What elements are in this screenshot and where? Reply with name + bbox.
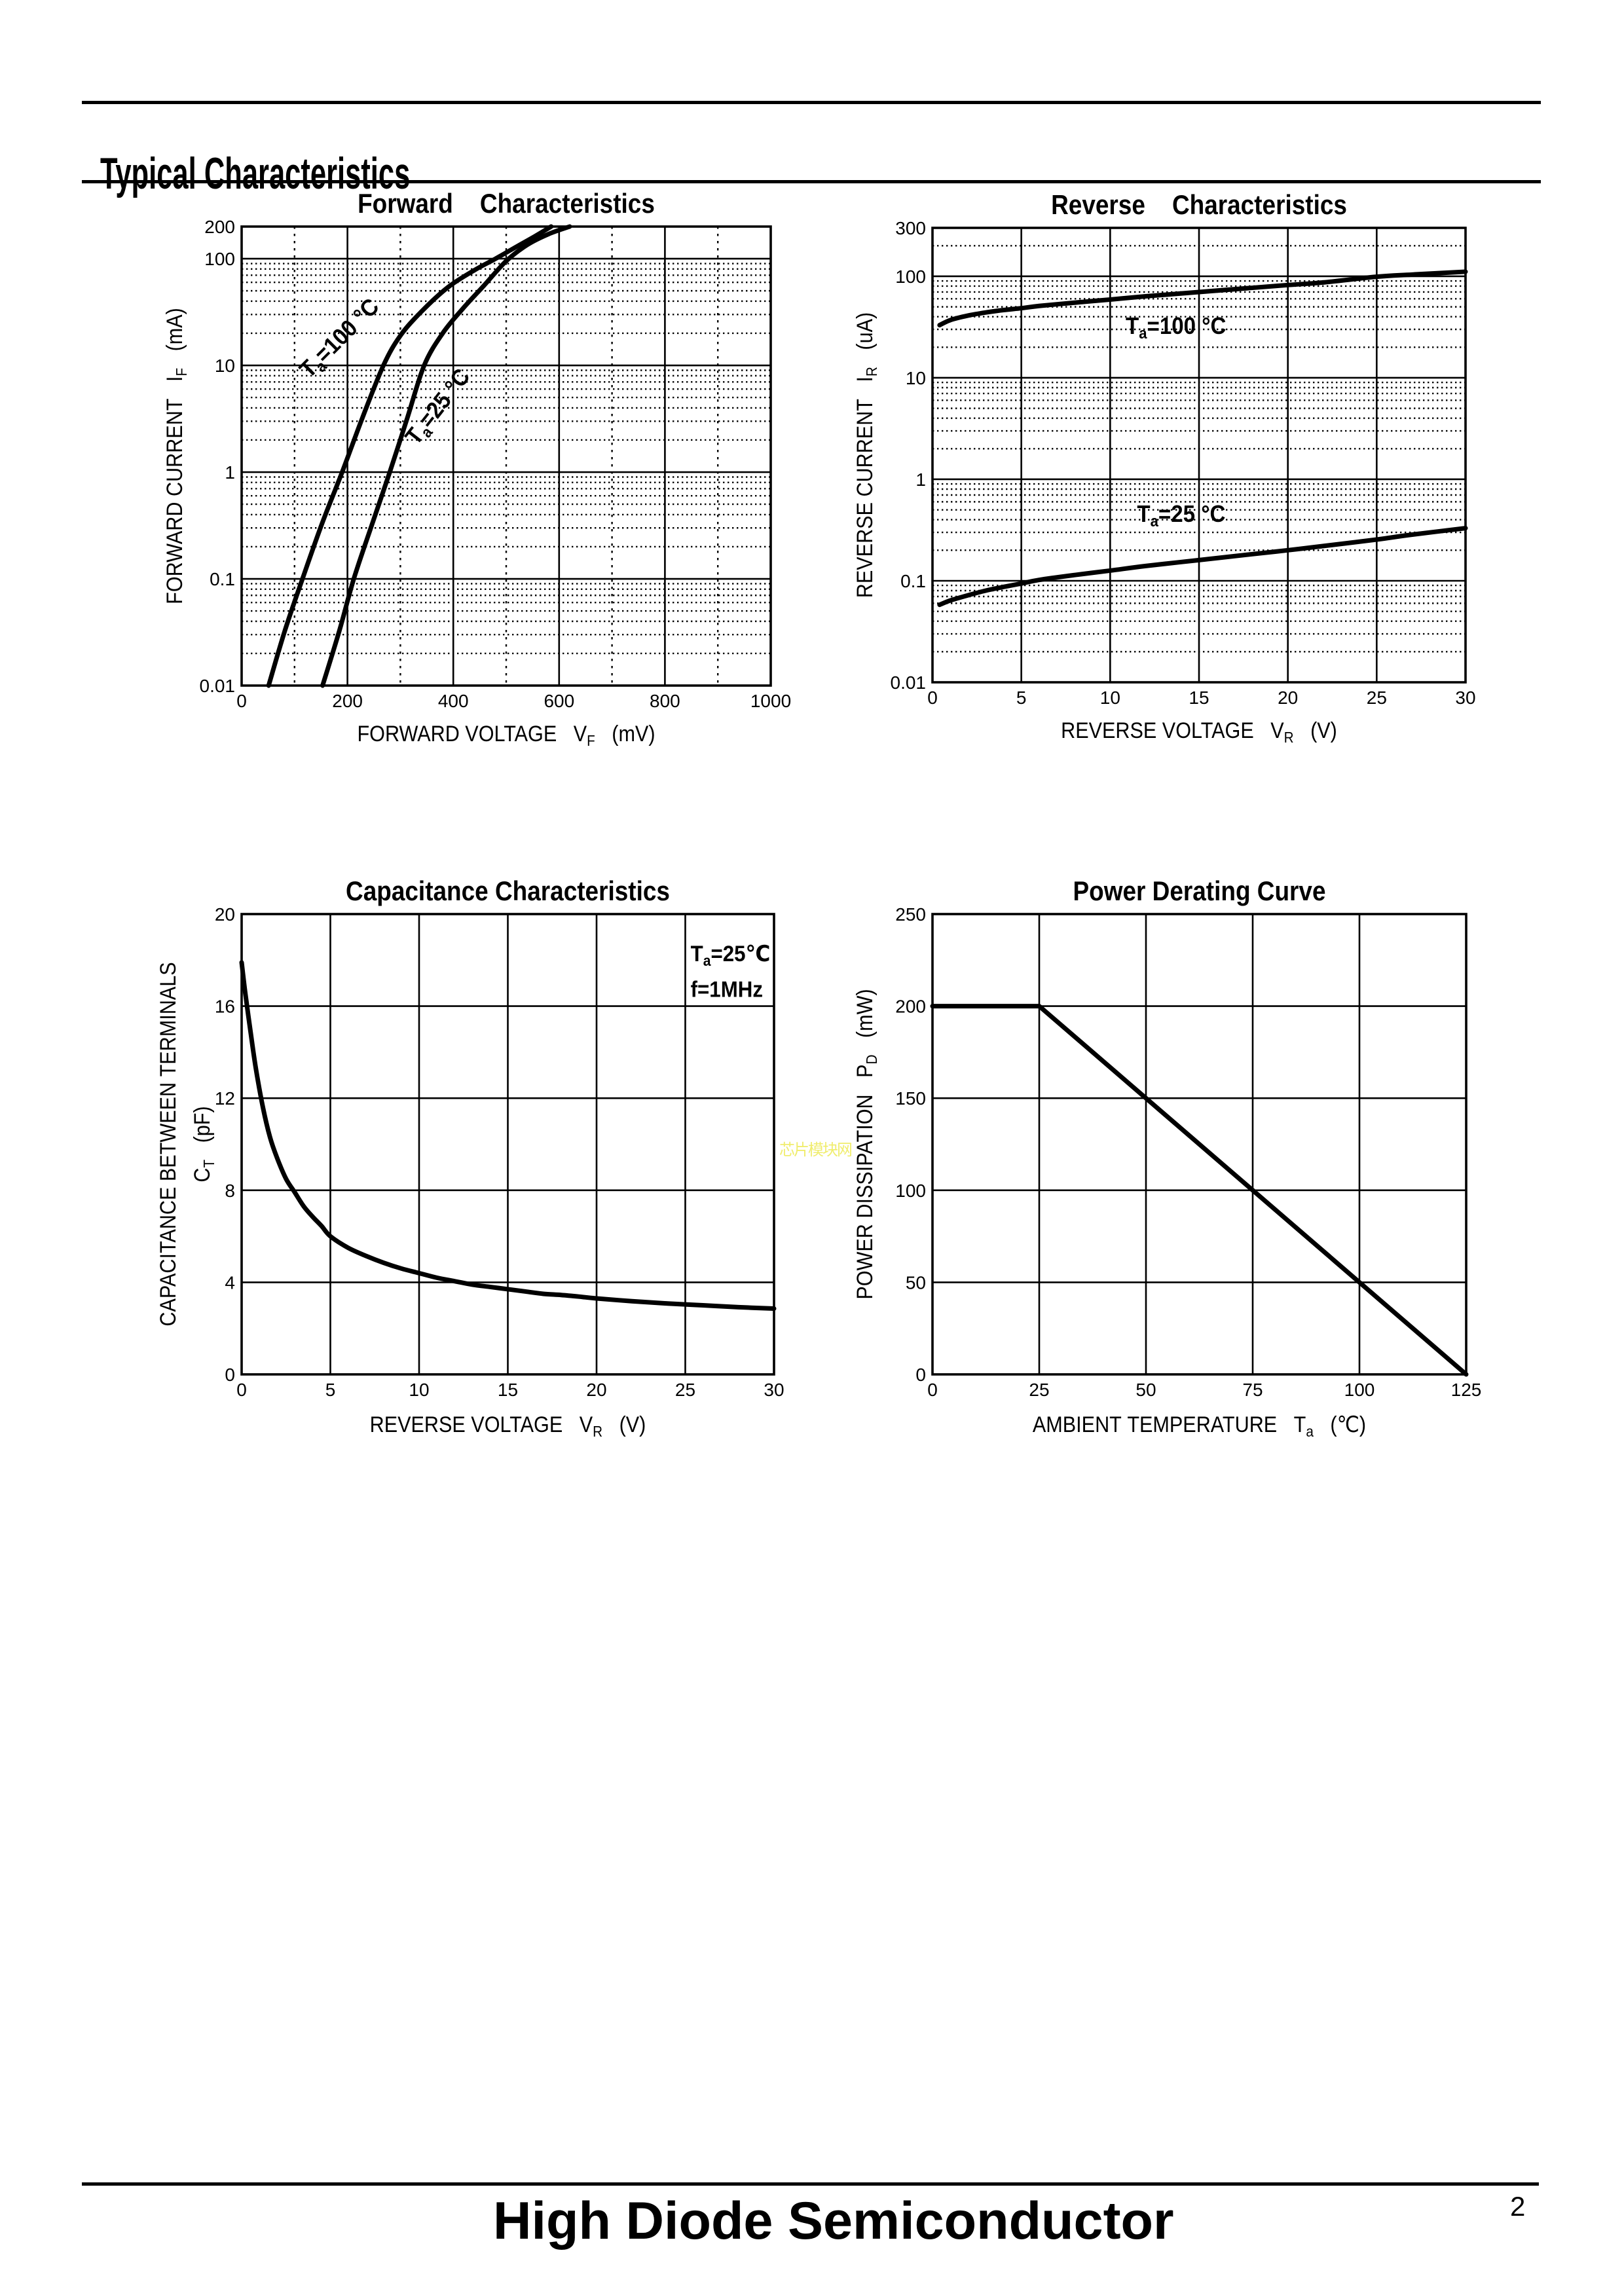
y-tick-label: 4 xyxy=(225,1272,235,1293)
y-tick-label: 12 xyxy=(215,1088,235,1109)
forward-curve-1 xyxy=(320,224,572,688)
y-tick-label: 100 xyxy=(895,266,926,287)
x-tick-label: 200 xyxy=(332,691,363,711)
chart-annotation: f=1MHz xyxy=(691,976,763,1002)
x-tick-label: 400 xyxy=(438,691,469,711)
x-tick-label: 0 xyxy=(927,688,938,708)
plot-border xyxy=(240,913,775,1376)
y-tick-label: 100 xyxy=(204,249,235,269)
y-axis-title: POWER DISSIPATION PD (mW) xyxy=(853,989,881,1299)
chart-title: Capacitance Characteristics xyxy=(346,876,670,907)
chart-title: Forward Characteristics xyxy=(358,189,655,219)
plot-border xyxy=(931,913,1467,1376)
y-axis-title: CAPACITANCE BETWEEN TERMINALS xyxy=(156,962,181,1326)
curve-label: Ta=25 °C xyxy=(1137,502,1225,530)
watermark-text: 芯片模块网 xyxy=(779,1141,853,1159)
y-tick-label: 250 xyxy=(895,904,926,925)
y-tick-label: 300 xyxy=(895,218,926,238)
capacitance-characteristics-chart: Capacitance Characteristics 0 5 10 15 20 25 30 0… xyxy=(156,876,784,1441)
company-name: High Diode Semiconductor xyxy=(493,2192,1174,2250)
x-tick-label: 15 xyxy=(1189,688,1209,708)
y-tick-label: 10 xyxy=(906,368,926,388)
x-tick-label: 15 xyxy=(498,1380,518,1400)
curve-label: Ta=100 °C xyxy=(1126,314,1226,342)
section-heading: Typical Characteristics xyxy=(100,148,411,198)
reverse-curve-1 xyxy=(937,526,1468,608)
chart-title: Power Derating Curve xyxy=(1073,876,1325,907)
capacitance-curve-0 xyxy=(239,960,777,1311)
y-tick-label: 200 xyxy=(204,217,235,237)
capacitance-plot-area xyxy=(239,913,777,1376)
x-tick-label: 30 xyxy=(764,1380,784,1400)
x-tick-label: 0 xyxy=(236,691,247,711)
power-curve-0 xyxy=(930,1004,1469,1377)
x-tick-label: 600 xyxy=(544,691,574,711)
plot-border xyxy=(240,225,772,687)
y-tick-label: 0.1 xyxy=(900,571,926,591)
reverse-characteristics-chart: Reverse Characteristics 0 5 10 15 20 25 30 0.01 0… xyxy=(853,190,1476,746)
x-axis-title: REVERSE VOLTAGE VR (V) xyxy=(370,1412,646,1441)
x-tick-label: 25 xyxy=(1367,688,1387,708)
y-tick-label: 0.1 xyxy=(210,569,235,589)
x-axis-title: REVERSE VOLTAGE VR (V) xyxy=(1061,718,1337,746)
y-tick-label: 200 xyxy=(895,997,926,1017)
reverse-plot-area xyxy=(931,227,1468,684)
curve-label: Ta=100 °C xyxy=(295,293,386,384)
forward-curve-0 xyxy=(266,224,554,688)
x-tick-label: 0 xyxy=(236,1380,247,1400)
y-tick-label: 100 xyxy=(895,1181,926,1201)
y-tick-label: 0.01 xyxy=(200,676,236,696)
plot-border xyxy=(931,227,1467,684)
x-tick-label: 800 xyxy=(650,691,680,711)
x-tick-label: 20 xyxy=(1278,688,1298,708)
x-tick-label: 50 xyxy=(1135,1380,1156,1400)
x-axis-title: AMBIENT TEMPERATURE Ta (℃) xyxy=(1033,1412,1366,1441)
x-tick-label: 1000 xyxy=(750,691,791,711)
footer-divider xyxy=(82,2182,1539,2186)
y-axis-title: REVERSE CURRENT IR (uA) xyxy=(853,312,881,598)
y-axis-title: FORWARD CURRENT IF (mA) xyxy=(162,308,191,604)
x-tick-label: 20 xyxy=(586,1380,606,1400)
x-tick-label: 25 xyxy=(675,1380,695,1400)
y-tick-label: 150 xyxy=(895,1088,926,1109)
x-tick-label: 30 xyxy=(1455,688,1475,708)
y-tick-label: 1 xyxy=(915,469,926,490)
y-tick-label: 0.01 xyxy=(891,672,927,693)
x-tick-label: 10 xyxy=(409,1380,429,1400)
y-tick-label: 1 xyxy=(225,462,235,483)
x-tick-label: 0 xyxy=(927,1380,938,1400)
chart-title: Reverse Characteristics xyxy=(1051,190,1347,221)
y-tick-label: 8 xyxy=(225,1181,235,1201)
top-divider-lower xyxy=(82,180,1541,183)
y-tick-label: 0 xyxy=(225,1365,235,1385)
y-tick-label: 20 xyxy=(215,904,235,925)
y-axis-symbol: CT (pF) xyxy=(190,1106,218,1182)
y-tick-label: 50 xyxy=(906,1272,926,1293)
x-axis-title: FORWARD VOLTAGE VF (mV) xyxy=(357,722,655,750)
page-number: 2 xyxy=(1510,2191,1526,2222)
chart-annotation: Ta=25℃ xyxy=(691,941,771,969)
power-derating-curve-chart: Power Derating Curve 0 25 50 75 100 125 0 50 100 1… xyxy=(853,876,1482,1441)
power-plot-area xyxy=(930,913,1469,1377)
x-tick-label: 125 xyxy=(1451,1380,1482,1400)
x-tick-label: 75 xyxy=(1242,1380,1263,1400)
x-tick-label: 5 xyxy=(325,1380,336,1400)
reverse-curve-0 xyxy=(937,269,1468,328)
x-tick-label: 25 xyxy=(1029,1380,1049,1400)
x-tick-label: 100 xyxy=(1344,1380,1375,1400)
y-tick-label: 0 xyxy=(915,1365,926,1385)
forward-plot-area xyxy=(240,224,772,688)
x-tick-label: 5 xyxy=(1016,688,1027,708)
top-divider-upper xyxy=(82,101,1541,104)
y-tick-label: 16 xyxy=(215,997,235,1017)
x-tick-label: 10 xyxy=(1100,688,1120,708)
y-tick-label: 10 xyxy=(215,356,235,376)
